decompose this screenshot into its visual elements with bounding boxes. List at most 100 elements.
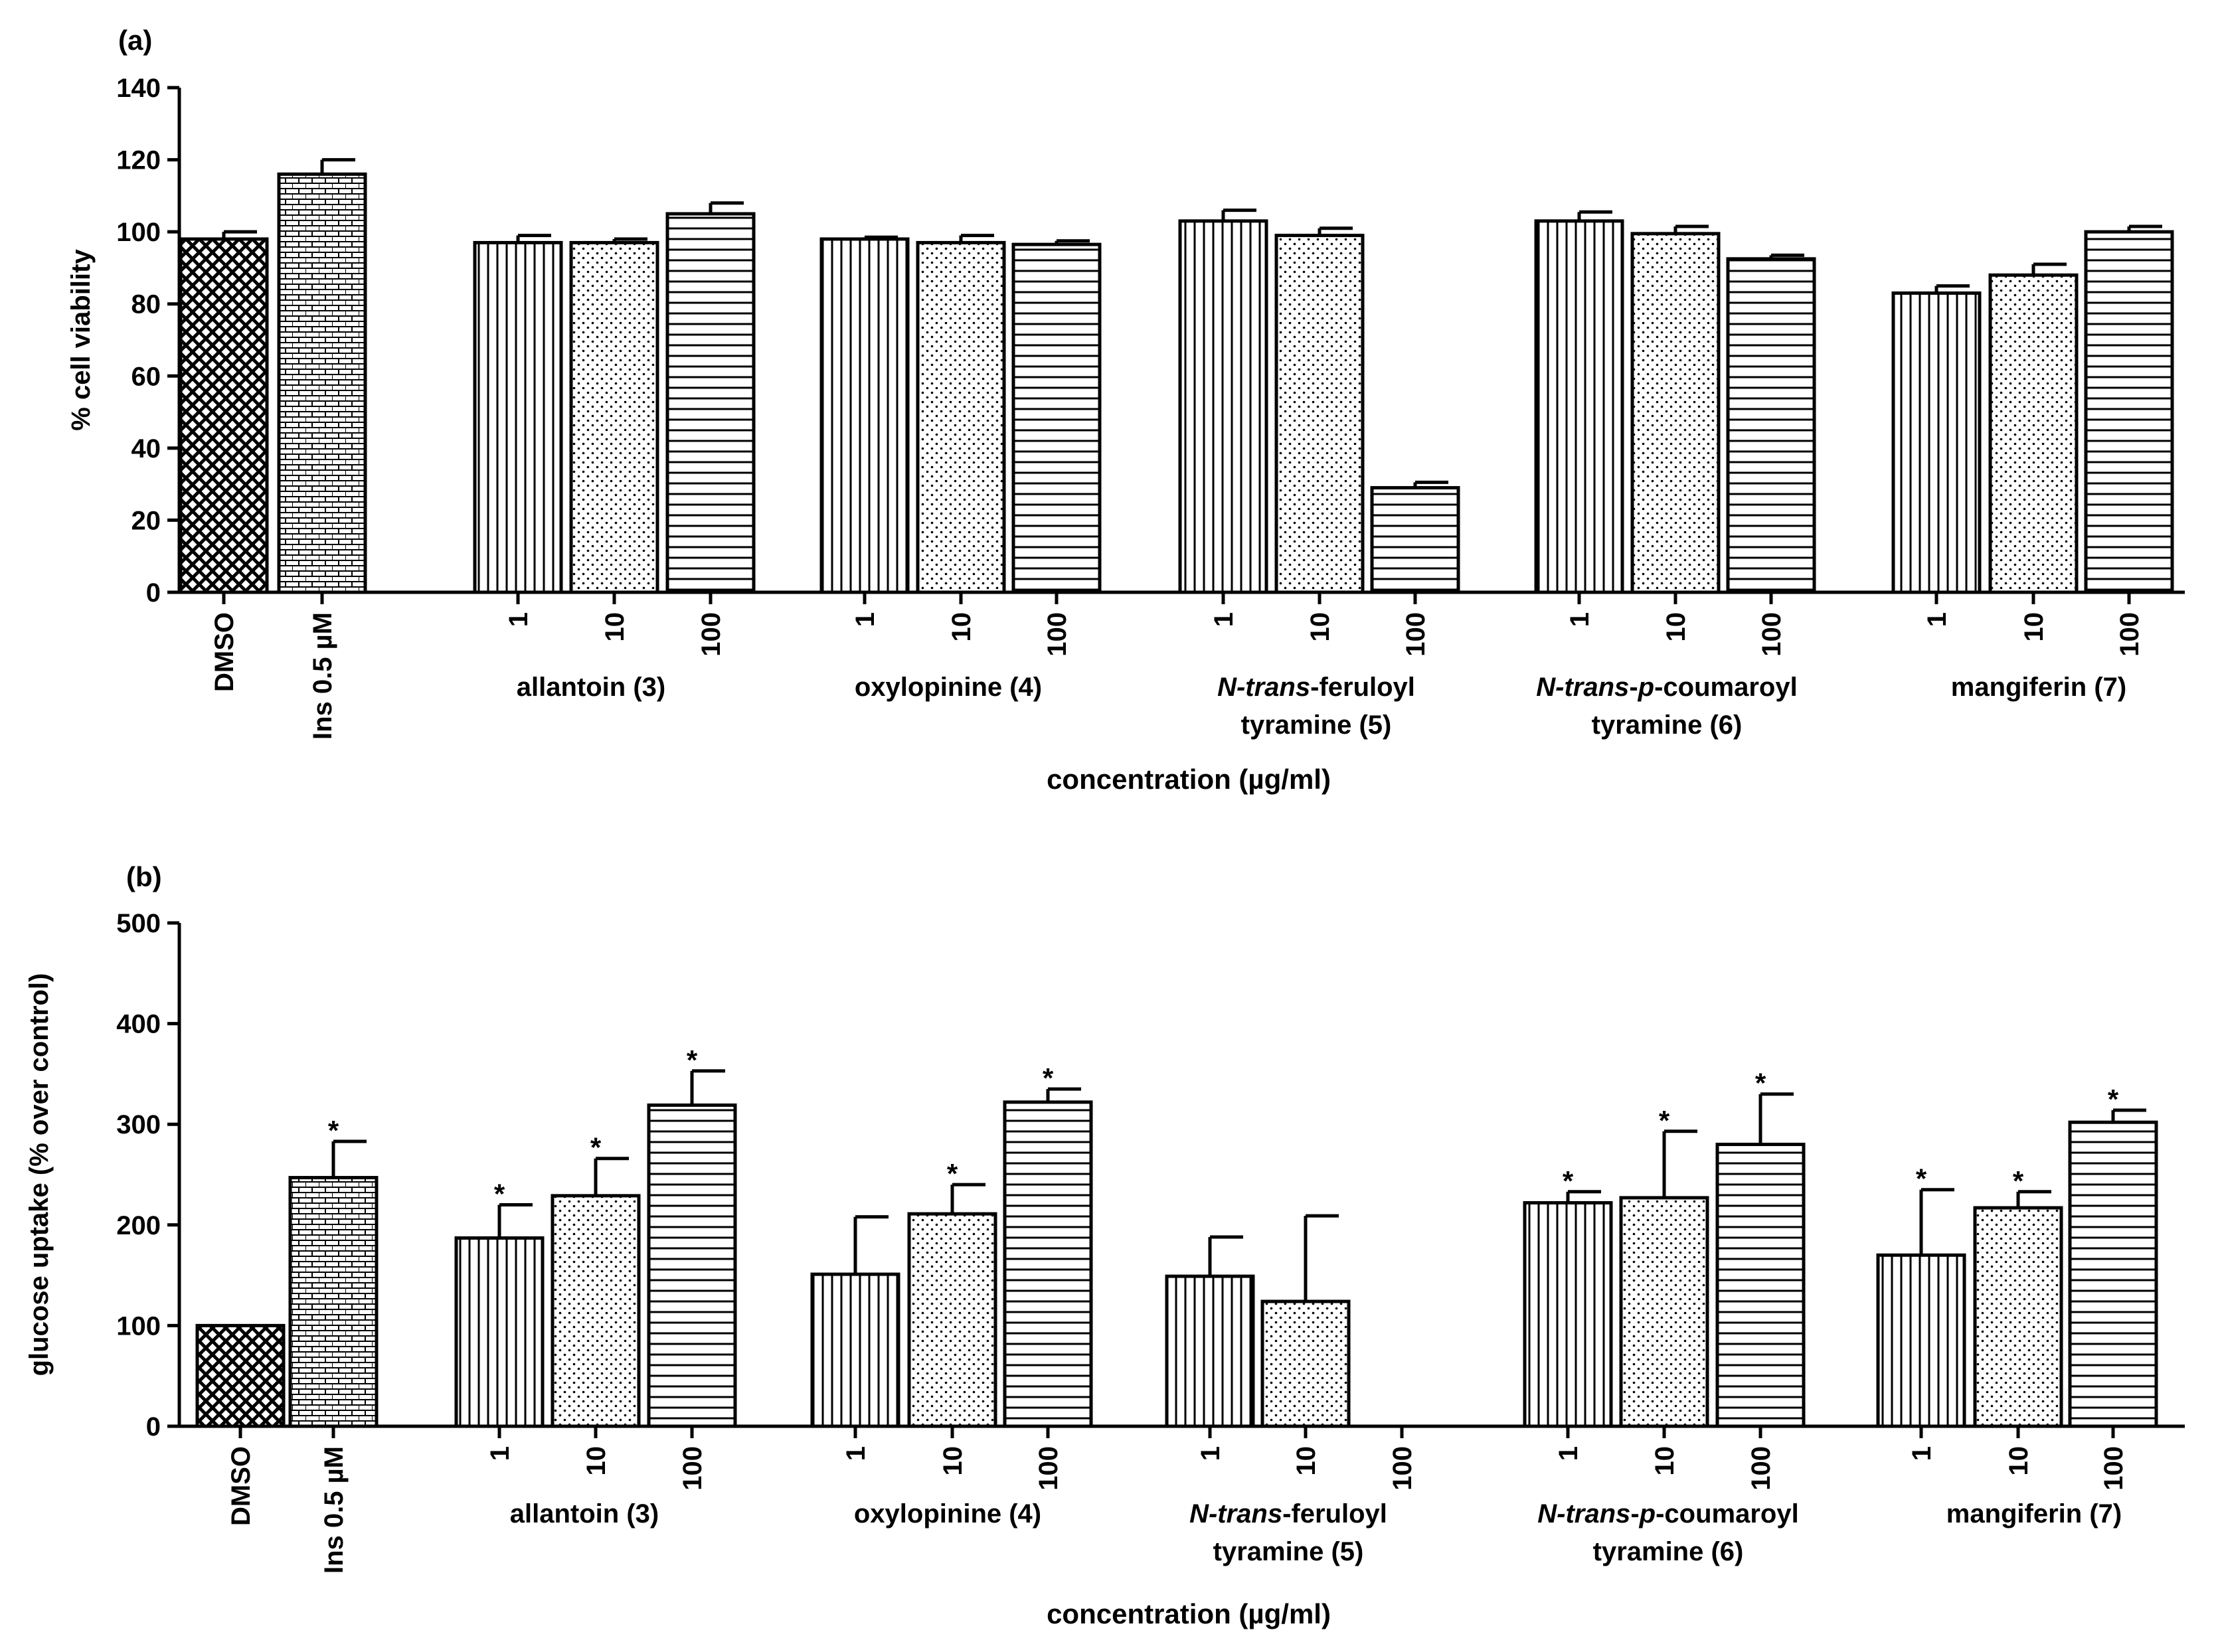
y-tick-label: 400 (116, 1010, 161, 1039)
x-tick-label: 100 (1043, 612, 1072, 657)
y-tick-label: 20 (131, 506, 161, 535)
x-tick-label: 1 (1209, 612, 1238, 627)
x-tick-label: 1 (841, 1446, 871, 1461)
bar (2084, 230, 2174, 594)
x-axis-label: concentration (µg/ml) (1047, 1598, 1331, 1629)
y-tick-label: 200 (116, 1211, 161, 1240)
x-tick-label: 1 (1554, 1446, 1583, 1461)
group-label: N-trans-feruloyl (1189, 1499, 1387, 1528)
x-tick-label: 1 (1922, 612, 1952, 627)
x-tick-label: 100 (1034, 1446, 1063, 1491)
significance-marker: * (2108, 1084, 2119, 1115)
x-tick-label: 1 (1565, 612, 1594, 627)
x-tick-label: 10 (582, 1446, 611, 1476)
panel-a: (a) 0 20 40 60 80 100 120 140 % cell viability DMS… (66, 25, 2185, 795)
x-tick-label: 10 (947, 612, 976, 642)
bar (819, 237, 910, 594)
x-tick-label: 100 (2115, 612, 2144, 657)
x-tick-label: 100 (1757, 612, 1786, 657)
bar (1165, 1274, 1255, 1428)
bar (195, 1323, 286, 1428)
significance-marker: * (687, 1044, 698, 1076)
bar (810, 1272, 900, 1428)
bar (277, 172, 367, 594)
x-tick-label: 10 (938, 1446, 968, 1476)
group-label: N-trans-feruloyl (1217, 673, 1415, 702)
x-tick-label: 1 (851, 612, 880, 627)
x-tick-label: 1 (504, 612, 533, 627)
bar (1973, 1206, 2063, 1428)
bar (1370, 486, 1460, 594)
y-tick-label: 300 (116, 1110, 161, 1139)
y-tick-label: 0 (146, 578, 161, 608)
y-tick-label: 140 (116, 74, 161, 103)
significance-marker: * (590, 1132, 602, 1163)
bar (1715, 1143, 1806, 1428)
bar (1876, 1253, 1966, 1428)
x-tick-label: 100 (1388, 1446, 1417, 1491)
panel-label: (b) (126, 861, 162, 892)
bar (179, 237, 269, 594)
x-tick-label: 100 (2099, 1446, 2128, 1491)
significance-marker: * (1043, 1062, 1054, 1094)
significance-marker: * (947, 1158, 958, 1189)
bar (1011, 242, 1102, 594)
y-tick-label: 500 (116, 909, 161, 938)
bar (1891, 291, 1982, 594)
x-tick-label: DMSO (210, 612, 239, 692)
x-tick-label: Ins 0.5 µM (308, 612, 337, 740)
bar (2068, 1120, 2158, 1428)
y-tick-label: 80 (131, 290, 161, 319)
x-tick-label: 10 (600, 612, 630, 642)
x-tick-label: 10 (1662, 612, 1691, 642)
bar (1260, 1299, 1351, 1428)
x-tick-label: 10 (2019, 612, 2049, 642)
bar (1630, 232, 1721, 594)
bar (1003, 1100, 1093, 1428)
significance-marker: * (2013, 1165, 2024, 1197)
bar (569, 240, 659, 594)
bar (1534, 219, 1624, 594)
significance-marker: * (1755, 1068, 1766, 1099)
bar (473, 240, 563, 594)
bar (551, 1194, 641, 1428)
bar (647, 1103, 737, 1428)
significance-marker: * (1659, 1105, 1670, 1136)
x-tick-label: 10 (2004, 1446, 2033, 1476)
significance-marker: * (494, 1178, 505, 1209)
group-label: N-trans-p-coumaroyl (1536, 673, 1797, 702)
group-label: tyramine (5) (1241, 710, 1392, 740)
group-label: allantoin (3) (517, 673, 665, 702)
group-label: mangiferin (7) (1951, 673, 2126, 702)
x-tick-label: 10 (1306, 612, 1335, 642)
bar (1988, 273, 2079, 594)
bar (1274, 234, 1365, 594)
significance-marker: * (1563, 1165, 1574, 1197)
bar (1619, 1196, 1709, 1428)
bar (1726, 257, 1816, 594)
bar (916, 240, 1006, 594)
y-tick-label: 100 (116, 1311, 161, 1341)
y-tick-label: 120 (116, 146, 161, 175)
group-label: allantoin (3) (510, 1499, 659, 1528)
x-tick-label: 10 (1292, 1446, 1321, 1476)
y-tick-label: 60 (131, 362, 161, 391)
x-tick-label: 100 (697, 612, 726, 657)
bar (665, 212, 756, 594)
x-tick-label: 100 (678, 1446, 707, 1491)
x-tick-label: 100 (1401, 612, 1430, 657)
y-axis-label: glucose uptake (% over control) (25, 973, 54, 1376)
x-tick-label: 100 (1747, 1446, 1776, 1491)
x-tick-label: DMSO (226, 1446, 256, 1526)
group-label: tyramine (6) (1592, 710, 1743, 740)
bar (288, 1176, 379, 1428)
x-tick-label: 1 (485, 1446, 515, 1461)
group-label: mangiferin (7) (1946, 1499, 2122, 1528)
significance-marker: * (328, 1115, 339, 1146)
group-label: N-trans-p-coumaroyl (1537, 1499, 1798, 1528)
y-axis-label: % cell viability (66, 249, 96, 431)
panel-label: (a) (118, 25, 152, 56)
bar (1178, 219, 1268, 594)
x-axis-label: concentration (µg/ml) (1047, 764, 1331, 795)
group-label: oxylopinine (4) (854, 1499, 1041, 1528)
